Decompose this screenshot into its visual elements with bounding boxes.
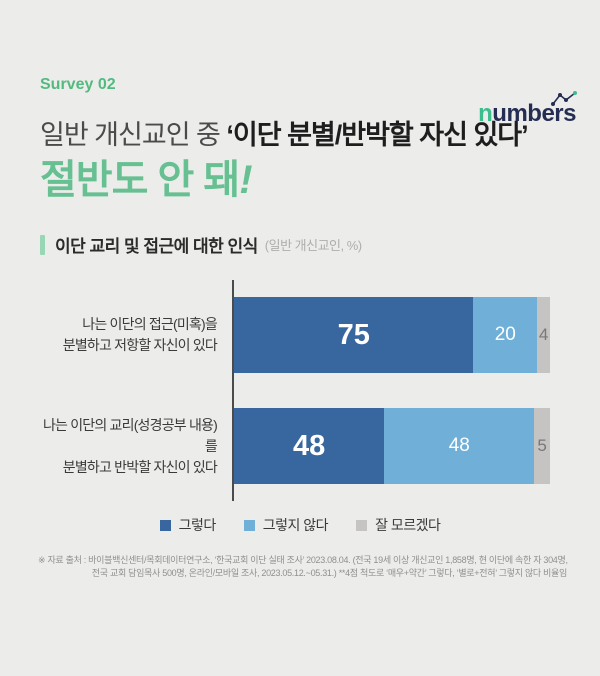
chart-row: 나는 이단의 교리(성경공부 내용)를 분별하고 반박할 자신이 있다 48 48 5 [40, 408, 550, 485]
chart-section-header: 이단 교리 및 접근에 대한 인식 (일반 개신교인, %) [40, 232, 560, 257]
bar-value-label: 4 [538, 325, 549, 345]
chart-rows: 나는 이단의 접근(미혹)을 분별하고 저항할 자신이 있다 75 20 4 나는 이단의… [40, 297, 550, 485]
legend-label-yes: 그렇다 [178, 517, 217, 534]
title-normal-part: 일반 개신교인 중 [40, 120, 227, 150]
bar-segment: 48 [234, 408, 385, 485]
headline-text: 절반도 안 돼 [40, 158, 240, 203]
legend-swatch-unsure [356, 519, 368, 531]
green-tick-bar [40, 234, 45, 255]
chart-legend: 그렇다 그렇지 않다 잘 모르겠다 [0, 515, 600, 535]
infographic-page: { "logo": { "prefix": "n", "rest": "umbe… [0, 76, 600, 676]
stacked-bar: 48 48 5 [234, 408, 550, 485]
source-note-line2: 전국 교회 담임목사 500명, 온라인/모바일 조사, 2023.05.12.… [91, 568, 568, 579]
source-note: ※ 자료 출처 : 바이블백신센터/목회데이터연구소, ‘한국교회 이단 실태 … [38, 554, 568, 580]
bar-category-label: 나는 이단의 교리(성경공부 내용)를 분별하고 반박할 자신이 있다 [42, 416, 218, 475]
stacked-bar: 75 20 4 [234, 297, 550, 374]
bar-value-label: 20 [494, 324, 516, 346]
logo-text-n: n [478, 100, 493, 127]
bar-value-label: 5 [537, 436, 547, 456]
chart-subtitle: (일반 개신교인, %) [264, 238, 362, 254]
legend-item-yes: 그렇다 [159, 515, 217, 535]
bar-segment: 4 [537, 297, 550, 374]
bar-segment: 20 [473, 297, 538, 374]
survey-number-label: Survey 02 [40, 76, 116, 93]
chart-title: 이단 교리 및 접근에 대한 인식 [55, 237, 258, 257]
bar-value-label: 48 [292, 429, 326, 462]
y-axis-line [232, 280, 234, 502]
bar-segment: 5 [534, 408, 550, 485]
logo-text-umbers: umbers [492, 100, 576, 127]
bar-category-label: 나는 이단의 접근(미혹)을 분별하고 저항할 자신이 있다 [62, 316, 218, 354]
sparkline-icon [551, 91, 577, 106]
legend-label-no: 그렇지 않다 [262, 517, 329, 534]
legend-swatch-no [243, 519, 255, 531]
title-emphasized-part: ‘이단 분별/반박할 자신 있다’ [226, 120, 528, 150]
headline-exclamation: ! [239, 158, 252, 203]
bar-segment: 48 [384, 408, 535, 485]
legend-swatch-yes [159, 519, 171, 531]
headline: 절반도 안 돼! [40, 158, 560, 202]
bar-segment: 75 [234, 297, 474, 374]
legend-item-no: 그렇지 않다 [243, 515, 329, 535]
bar-value-label: 75 [337, 318, 370, 351]
legend-item-unsure: 잘 모르겠다 [356, 515, 441, 535]
legend-label-unsure: 잘 모르겠다 [375, 517, 441, 534]
bar-value-label: 48 [448, 435, 470, 457]
numbers-logo: numbers [478, 91, 577, 128]
stacked-bar-chart: 나는 이단의 접근(미혹)을 분별하고 저항할 자신이 있다 75 20 4 나는 이단의… [40, 280, 550, 502]
source-note-line1: ※ 자료 출처 : 바이블백신센터/목회데이터연구소, ‘한국교회 이단 실태 … [38, 555, 568, 566]
page-title: 일반 개신교인 중 ‘이단 분별/반박할 자신 있다’ [40, 119, 560, 151]
chart-row: 나는 이단의 접근(미혹)을 분별하고 저항할 자신이 있다 75 20 4 [40, 297, 550, 374]
